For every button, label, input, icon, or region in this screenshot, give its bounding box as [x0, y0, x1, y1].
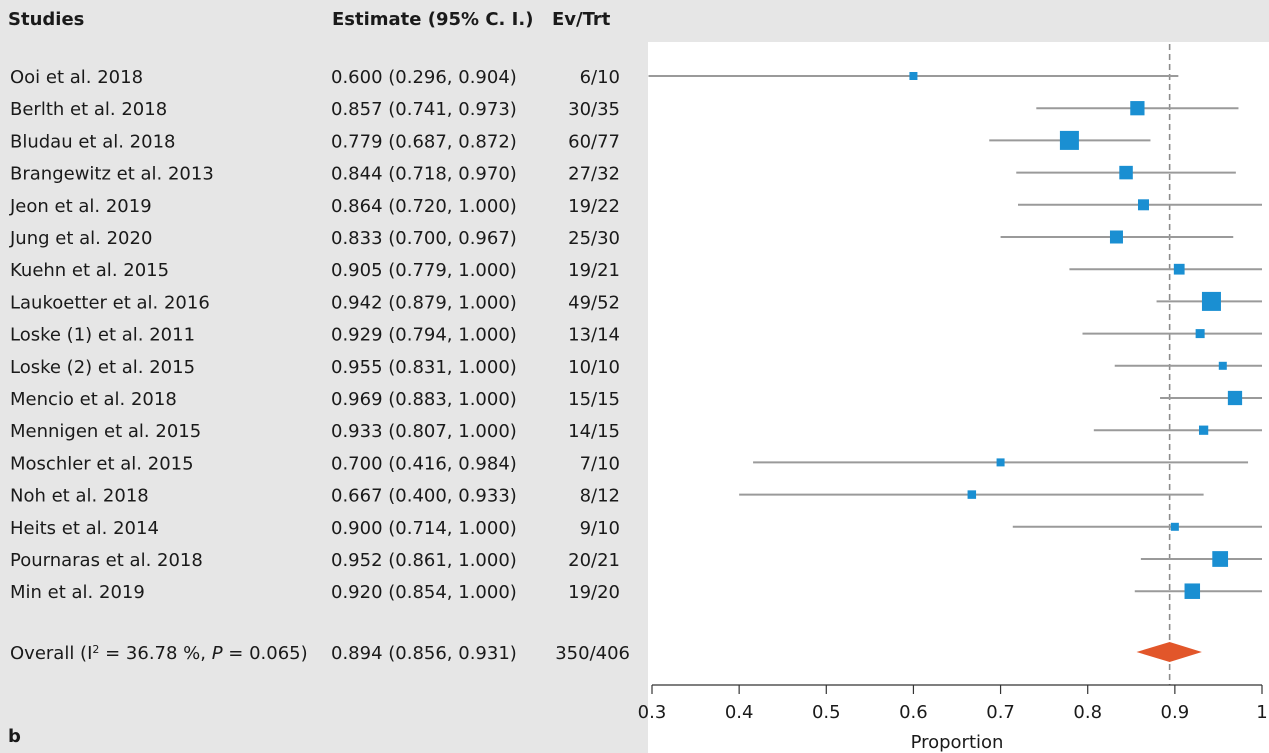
- panel-label: b: [8, 726, 21, 747]
- x-tick-label: 0.8: [1073, 702, 1102, 723]
- study-evtrt: 19/22: [568, 196, 620, 217]
- study-evtrt: 30/35: [568, 99, 620, 120]
- study-estimate: 0.920 (0.854, 1.000): [331, 582, 517, 603]
- study-estimate: 0.833 (0.700, 0.967): [331, 228, 517, 249]
- study-estimate: 0.905 (0.779, 1.000): [331, 260, 517, 281]
- x-tick-label: 0.3: [638, 702, 667, 723]
- study-marker: [996, 458, 1005, 467]
- study-evtrt: 9/10: [580, 518, 620, 539]
- table-band: [0, 42, 648, 753]
- study-marker: [1212, 551, 1229, 567]
- overall-estimate: 0.894 (0.856, 0.931): [331, 643, 517, 664]
- study-estimate: 0.667 (0.400, 0.933): [331, 486, 517, 507]
- study-name: Heits et al. 2014: [10, 518, 159, 539]
- study-evtrt: 6/10: [580, 67, 620, 88]
- study-name: Ooi et al. 2018: [10, 67, 143, 88]
- study-marker: [1119, 165, 1133, 180]
- evtrt-header: Ev/Trt: [552, 9, 611, 30]
- study-marker: [967, 490, 977, 499]
- study-name: Jeon et al. 2019: [9, 196, 152, 217]
- study-marker: [909, 72, 918, 80]
- study-evtrt: 25/30: [568, 228, 620, 249]
- study-marker: [1218, 361, 1227, 370]
- study-name: Bludau et al. 2018: [10, 131, 175, 152]
- study-estimate: 0.969 (0.883, 1.000): [331, 389, 517, 410]
- study-marker: [1059, 130, 1079, 150]
- study-name: Moschler et al. 2015: [10, 453, 194, 474]
- estimate-header: Estimate (95% C. I.): [332, 9, 534, 30]
- study-estimate: 0.900 (0.714, 1.000): [331, 518, 517, 539]
- study-evtrt: 8/12: [580, 486, 620, 507]
- study-marker: [1173, 263, 1185, 275]
- study-evtrt: 19/20: [568, 582, 620, 603]
- overall-label: Overall (I2 = 36.78 %, P = 0.065): [10, 643, 308, 665]
- study-estimate: 0.700 (0.416, 0.984): [331, 453, 517, 474]
- studies-header: Studies: [8, 9, 85, 30]
- study-marker: [1227, 390, 1243, 406]
- header-band: [0, 0, 1269, 42]
- study-evtrt: 49/52: [568, 292, 620, 313]
- study-estimate: 0.864 (0.720, 1.000): [331, 196, 517, 217]
- study-evtrt: 15/15: [568, 389, 620, 410]
- study-evtrt: 20/21: [568, 550, 620, 571]
- study-name: Brangewitz et al. 2013: [10, 164, 214, 185]
- x-tick-label: 0.9: [1161, 702, 1190, 723]
- study-evtrt: 13/14: [568, 325, 620, 346]
- study-marker: [1201, 291, 1221, 311]
- study-name: Berlth et al. 2018: [10, 99, 167, 120]
- study-name: Mencio et al. 2018: [10, 389, 177, 410]
- study-marker: [1170, 522, 1179, 531]
- study-name: Kuehn et al. 2015: [10, 260, 169, 281]
- study-estimate: 0.942 (0.879, 1.000): [331, 292, 517, 313]
- x-axis-title: Proportion: [911, 732, 1004, 753]
- x-tick-label: 0.5: [812, 702, 841, 723]
- study-evtrt: 7/10: [580, 453, 620, 474]
- study-estimate: 0.952 (0.861, 1.000): [331, 550, 517, 571]
- study-name: Noh et al. 2018: [10, 486, 149, 507]
- study-name: Min et al. 2019: [10, 582, 145, 603]
- study-evtrt: 14/15: [568, 421, 620, 442]
- study-marker: [1195, 329, 1205, 339]
- study-estimate: 0.955 (0.831, 1.000): [331, 357, 517, 378]
- study-estimate: 0.600 (0.296, 0.904): [331, 67, 517, 88]
- study-name: Jung et al. 2020: [9, 228, 152, 249]
- x-tick-label: 0.7: [986, 702, 1015, 723]
- study-estimate: 0.933 (0.807, 1.000): [331, 421, 517, 442]
- study-estimate: 0.929 (0.794, 1.000): [331, 325, 517, 346]
- study-name: Mennigen et al. 2015: [10, 421, 201, 442]
- study-marker: [1109, 230, 1123, 244]
- x-tick-label: 0.4: [725, 702, 754, 723]
- study-name: Laukoetter et al. 2016: [10, 292, 210, 313]
- study-marker: [1130, 101, 1145, 116]
- study-estimate: 0.779 (0.687, 0.872): [331, 131, 517, 152]
- study-name: Pournaras et al. 2018: [10, 550, 203, 571]
- overall-evtrt: 350/406: [555, 643, 630, 664]
- x-tick-label: 0.6: [899, 702, 928, 723]
- study-estimate: 0.844 (0.718, 0.970): [331, 164, 517, 185]
- study-estimate: 0.857 (0.741, 0.973): [331, 99, 517, 120]
- study-marker: [1184, 583, 1201, 599]
- study-name: Loske (1) et al. 2011: [10, 325, 195, 346]
- overall-diamond: [1136, 642, 1202, 662]
- x-tick-label: 1: [1256, 702, 1267, 723]
- study-evtrt: 10/10: [568, 357, 620, 378]
- study-name: Loske (2) et al. 2015: [10, 357, 195, 378]
- study-evtrt: 27/32: [568, 164, 620, 185]
- study-marker: [1198, 425, 1209, 435]
- study-evtrt: 19/21: [568, 260, 620, 281]
- study-marker: [1137, 199, 1149, 211]
- study-evtrt: 60/77: [568, 131, 620, 152]
